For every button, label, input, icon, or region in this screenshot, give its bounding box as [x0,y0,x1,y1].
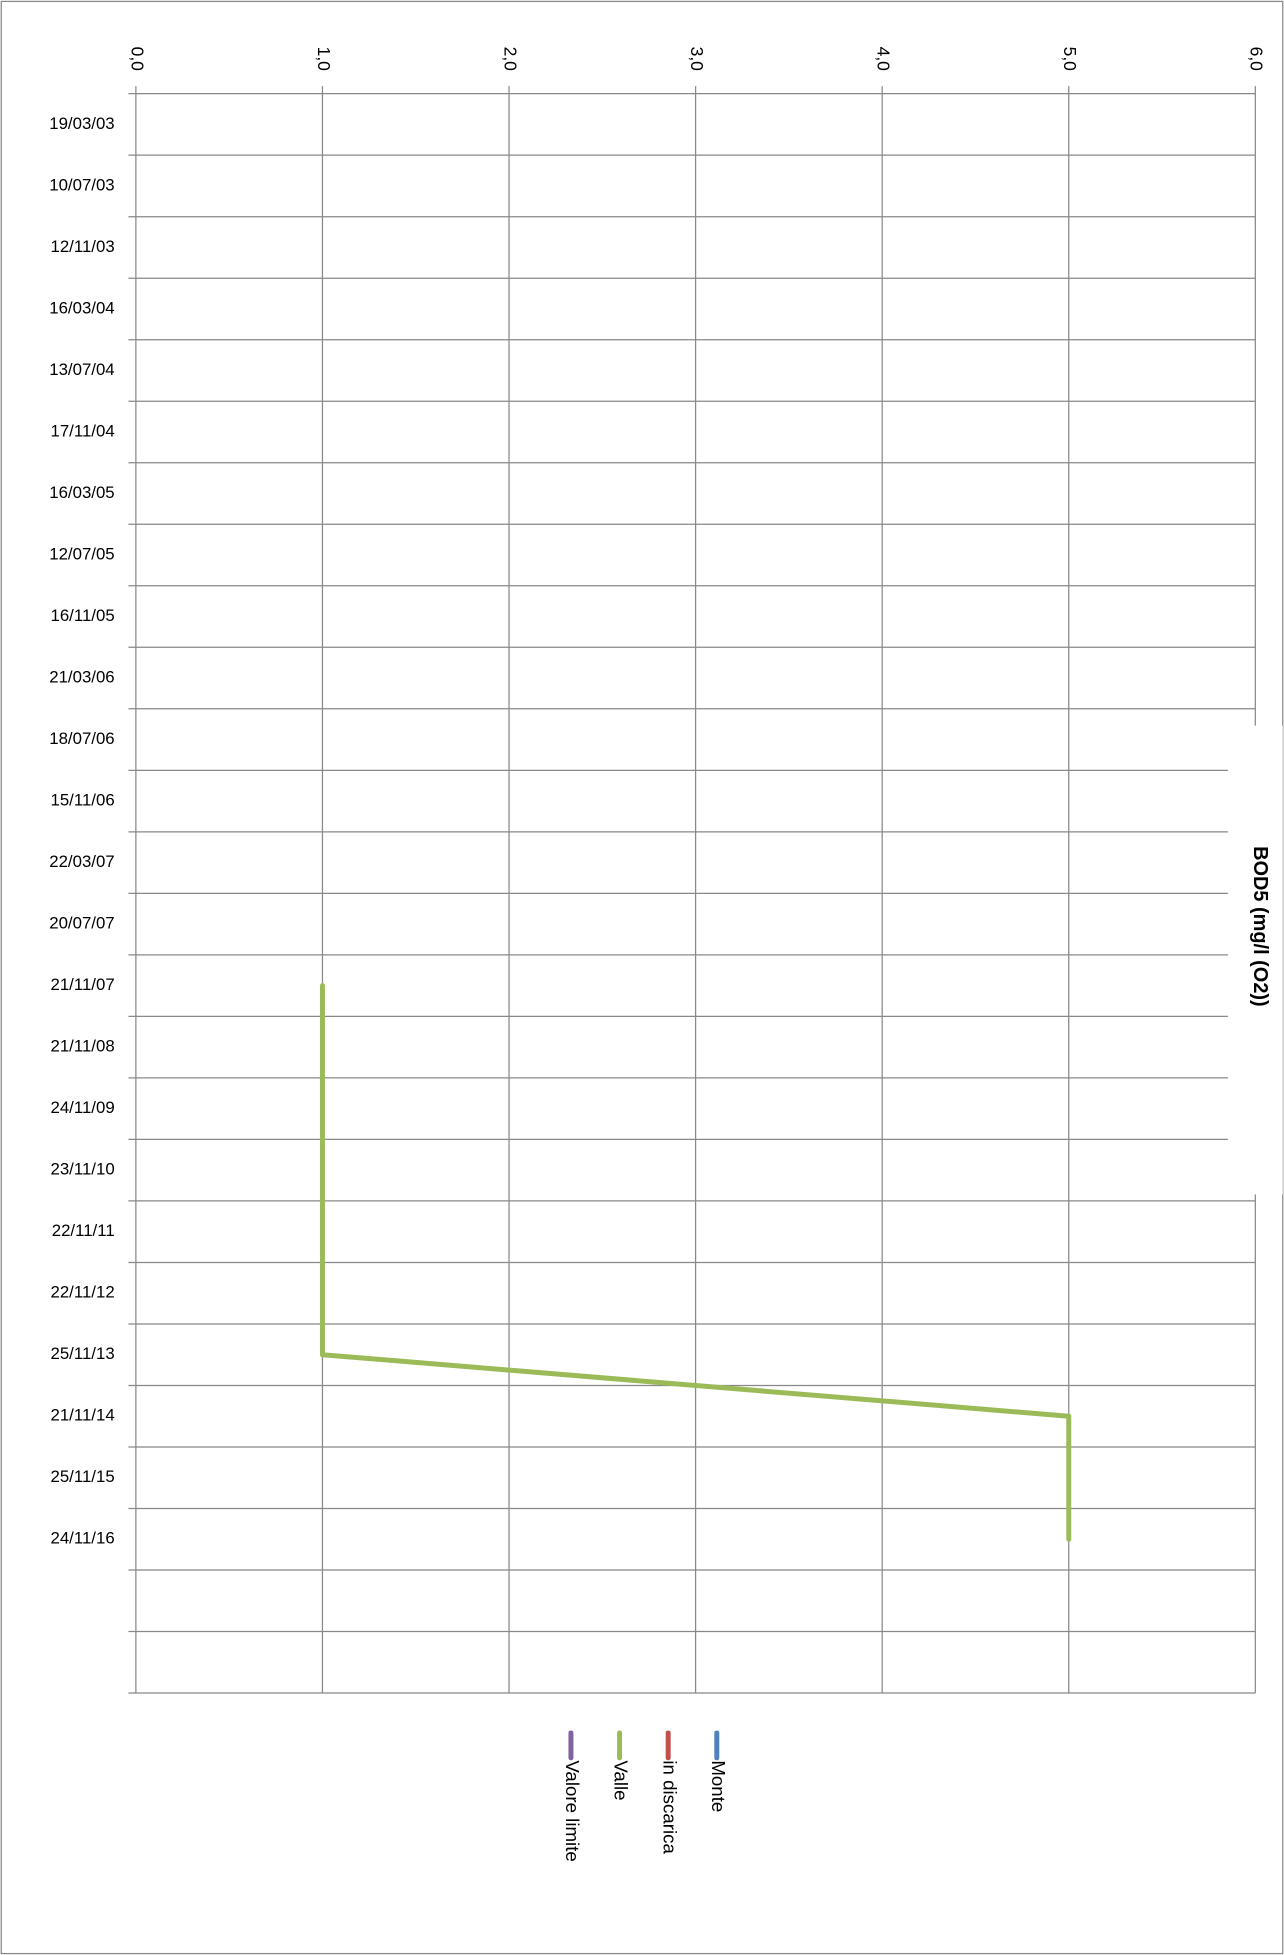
category-label: 19/03/03 [49,114,114,133]
category-label: 21/03/06 [49,667,114,686]
legend-label: Valle [611,1760,632,1800]
category-label: 25/11/15 [50,1467,114,1486]
category-label: 12/11/03 [50,237,114,256]
category-label: 22/11/11 [52,1221,115,1240]
category-label: 20/07/07 [49,914,114,933]
category-label: 24/11/16 [50,1529,114,1548]
value-tick-label: 6,0 [1247,47,1267,72]
category-label: 12/07/05 [49,544,114,563]
category-label: 18/07/06 [49,729,114,748]
category-label: 22/11/12 [50,1283,114,1302]
legend-label: Monte [708,1760,729,1812]
category-label: 21/11/14 [50,1406,114,1425]
category-label: 17/11/04 [50,421,114,440]
category-label: 25/11/13 [50,1344,114,1363]
value-tick-label: 0,0 [127,47,147,72]
category-label: 13/07/04 [49,360,114,379]
value-tick-label: 2,0 [500,47,520,72]
category-label: 21/11/08 [50,1037,114,1056]
series-line [319,983,1072,1542]
category-label: 16/11/05 [50,606,114,625]
category-label: 16/03/05 [49,483,114,502]
legend-label: Valore limite [562,1760,583,1861]
category-label: 24/11/09 [50,1098,114,1117]
category-label: 16/03/04 [49,298,114,317]
value-tick-label: 1,0 [314,47,334,72]
value-tick-label: 3,0 [687,47,707,72]
legend-label: in discarica [659,1760,680,1854]
category-label: 15/11/06 [50,791,114,810]
value-tick-label: 4,0 [874,47,894,72]
category-label: 21/11/07 [50,975,114,994]
category-label: 22/03/07 [49,852,114,871]
value-tick-label: 5,0 [1060,47,1080,72]
category-label: 10/07/03 [49,175,114,194]
axis-title-backing [1227,725,1283,1195]
category-label: 23/11/10 [50,1160,114,1179]
axis-title: BOD5 (mg/l (O2)) [1249,846,1271,1007]
